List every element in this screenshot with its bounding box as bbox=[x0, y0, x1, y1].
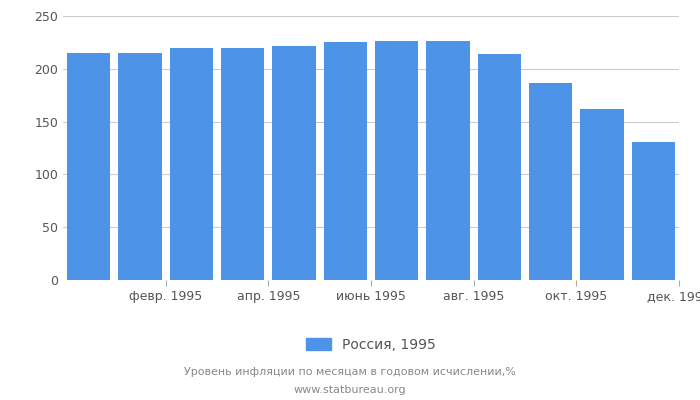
Bar bbox=[118, 53, 162, 280]
Bar bbox=[169, 48, 213, 280]
Text: www.statbureau.org: www.statbureau.org bbox=[294, 385, 406, 395]
Bar bbox=[221, 48, 265, 280]
Bar bbox=[66, 53, 111, 280]
Bar bbox=[477, 54, 521, 280]
Bar bbox=[528, 82, 573, 280]
Bar bbox=[272, 46, 316, 280]
Bar bbox=[323, 42, 367, 280]
Bar bbox=[631, 142, 675, 280]
Legend: Россия, 1995: Россия, 1995 bbox=[300, 332, 442, 358]
Bar bbox=[375, 41, 419, 280]
Bar bbox=[426, 41, 470, 280]
Bar bbox=[580, 109, 624, 280]
Text: Уровень инфляции по месяцам в годовом исчислении,%: Уровень инфляции по месяцам в годовом ис… bbox=[184, 367, 516, 377]
